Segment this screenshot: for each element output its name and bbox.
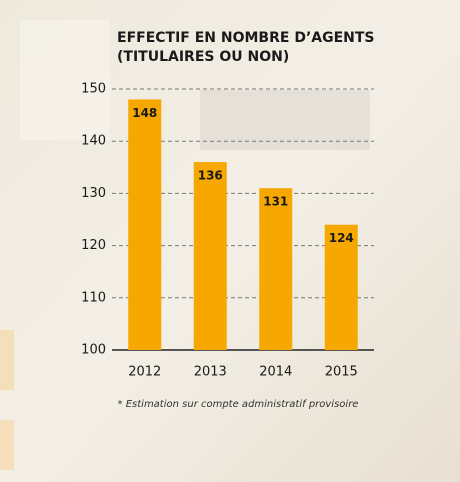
y-tick-label: 100	[81, 343, 106, 358]
value-label: 136	[198, 169, 223, 183]
decor	[0, 330, 14, 390]
y-tick-label: 110	[81, 290, 106, 305]
window	[20, 20, 110, 140]
chart-title: (TITULAIRES OU NON)	[117, 49, 289, 65]
value-label: 148	[132, 106, 157, 120]
y-tick-label: 120	[81, 238, 106, 253]
x-tick-label: 2012	[128, 365, 161, 380]
footnote: * Estimation sur compte administratif pr…	[118, 399, 359, 410]
y-tick-label: 140	[81, 134, 106, 149]
x-tick-label: 2014	[259, 365, 292, 380]
bar	[259, 188, 292, 350]
x-tick-label: 2015	[325, 365, 358, 380]
bar	[194, 162, 227, 350]
bar	[128, 99, 161, 350]
chart-title: EFFECTIF EN NOMBRE D’AGENTS	[117, 30, 375, 46]
decor	[0, 420, 14, 470]
value-label: 131	[263, 195, 288, 209]
value-label: 124	[329, 231, 354, 245]
chart: EFFECTIF EN NOMBRE D’AGENTS (TITULAIRES …	[0, 0, 460, 482]
y-tick-label: 130	[81, 186, 106, 201]
x-tick-label: 2013	[194, 365, 227, 380]
y-tick-label: 150	[81, 82, 106, 97]
